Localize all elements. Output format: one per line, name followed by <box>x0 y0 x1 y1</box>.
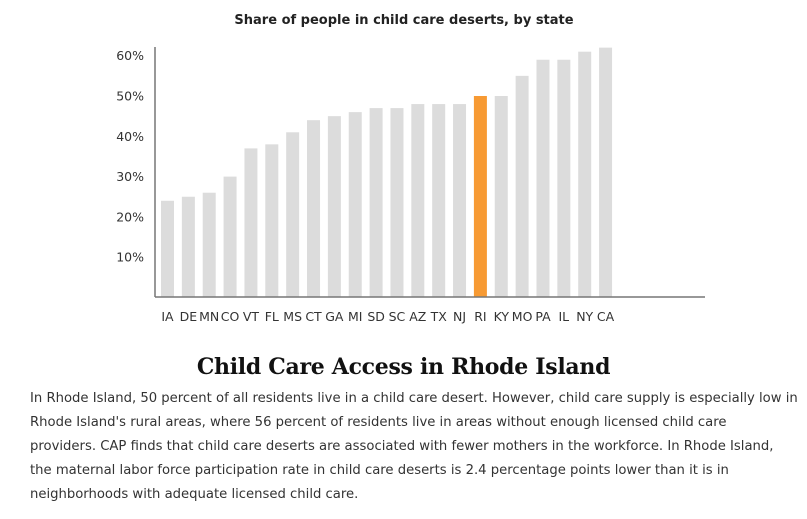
bar-il <box>557 59 571 298</box>
x-tick-label: FL <box>265 309 279 324</box>
bar-de <box>181 196 195 298</box>
x-tick-label: MN <box>199 309 219 324</box>
x-tick-label: CO <box>221 309 240 324</box>
x-tick-label: SD <box>367 309 385 324</box>
bar-sd <box>369 108 383 298</box>
bar-ms <box>286 132 300 298</box>
x-tick-label: DE <box>180 309 198 324</box>
bar-ri <box>473 96 487 298</box>
article-paragraph: In Rhode Island, 50 percent of all resid… <box>30 387 800 507</box>
x-tick-label: MI <box>348 309 362 324</box>
y-tick-label: 10% <box>116 250 144 265</box>
bar-mn <box>202 192 216 298</box>
x-tick-label: NY <box>576 309 593 324</box>
bar-ny <box>578 51 592 298</box>
x-tick-label: SC <box>389 309 406 324</box>
chart-title: Share of people in child care deserts, b… <box>234 13 573 28</box>
x-tick-label: IL <box>559 309 570 324</box>
bar-az <box>411 104 425 298</box>
x-tick-label: TX <box>430 309 448 324</box>
y-tick-label: 50% <box>116 89 144 104</box>
bar-pa <box>536 59 550 298</box>
bar-fl <box>265 144 279 298</box>
x-tick-label: GA <box>325 309 344 324</box>
x-tick-label: NJ <box>453 309 466 324</box>
paragraph-line: providers. CAP finds that child care des… <box>30 439 774 454</box>
x-tick-label: CT <box>305 309 322 324</box>
bar-ga <box>327 116 341 298</box>
bar-vt <box>244 148 258 298</box>
paragraph-line: the maternal labor force participation r… <box>30 463 729 478</box>
y-tick-label: 30% <box>116 169 144 184</box>
paragraph-line: In Rhode Island, 50 percent of all resid… <box>30 391 798 406</box>
bar-co <box>223 176 237 298</box>
bar-ct <box>307 120 321 298</box>
bar-ca <box>599 47 613 298</box>
x-tick-label: MS <box>283 309 302 324</box>
x-tick-label: CA <box>597 309 615 324</box>
x-tick-label: PA <box>535 309 551 324</box>
bar-chart: Share of people in child care deserts, b… <box>116 13 705 324</box>
bar-mo <box>515 75 529 298</box>
x-tick-label: RI <box>474 309 486 324</box>
bar-tx <box>432 104 446 298</box>
y-tick-label: 20% <box>116 209 144 224</box>
x-tick-label: MO <box>512 309 533 324</box>
y-tick-label: 40% <box>116 129 144 144</box>
y-tick-label: 60% <box>116 48 144 63</box>
x-tick-label: KY <box>494 309 510 324</box>
article-heading: Child Care Access in Rhode Island <box>196 354 611 380</box>
x-tick-label: AZ <box>409 309 426 324</box>
bar-ia <box>161 200 174 298</box>
x-tick-label: IA <box>161 309 174 324</box>
bar-sc <box>390 108 404 298</box>
paragraph-line: Rhode Island's rural areas, where 56 per… <box>30 415 727 430</box>
bar-ky <box>494 96 508 298</box>
paragraph-line: neighborhoods with adequate licensed chi… <box>30 487 359 502</box>
bar-nj <box>453 104 467 298</box>
x-tick-label: VT <box>243 309 260 324</box>
bar-mi <box>348 112 362 298</box>
